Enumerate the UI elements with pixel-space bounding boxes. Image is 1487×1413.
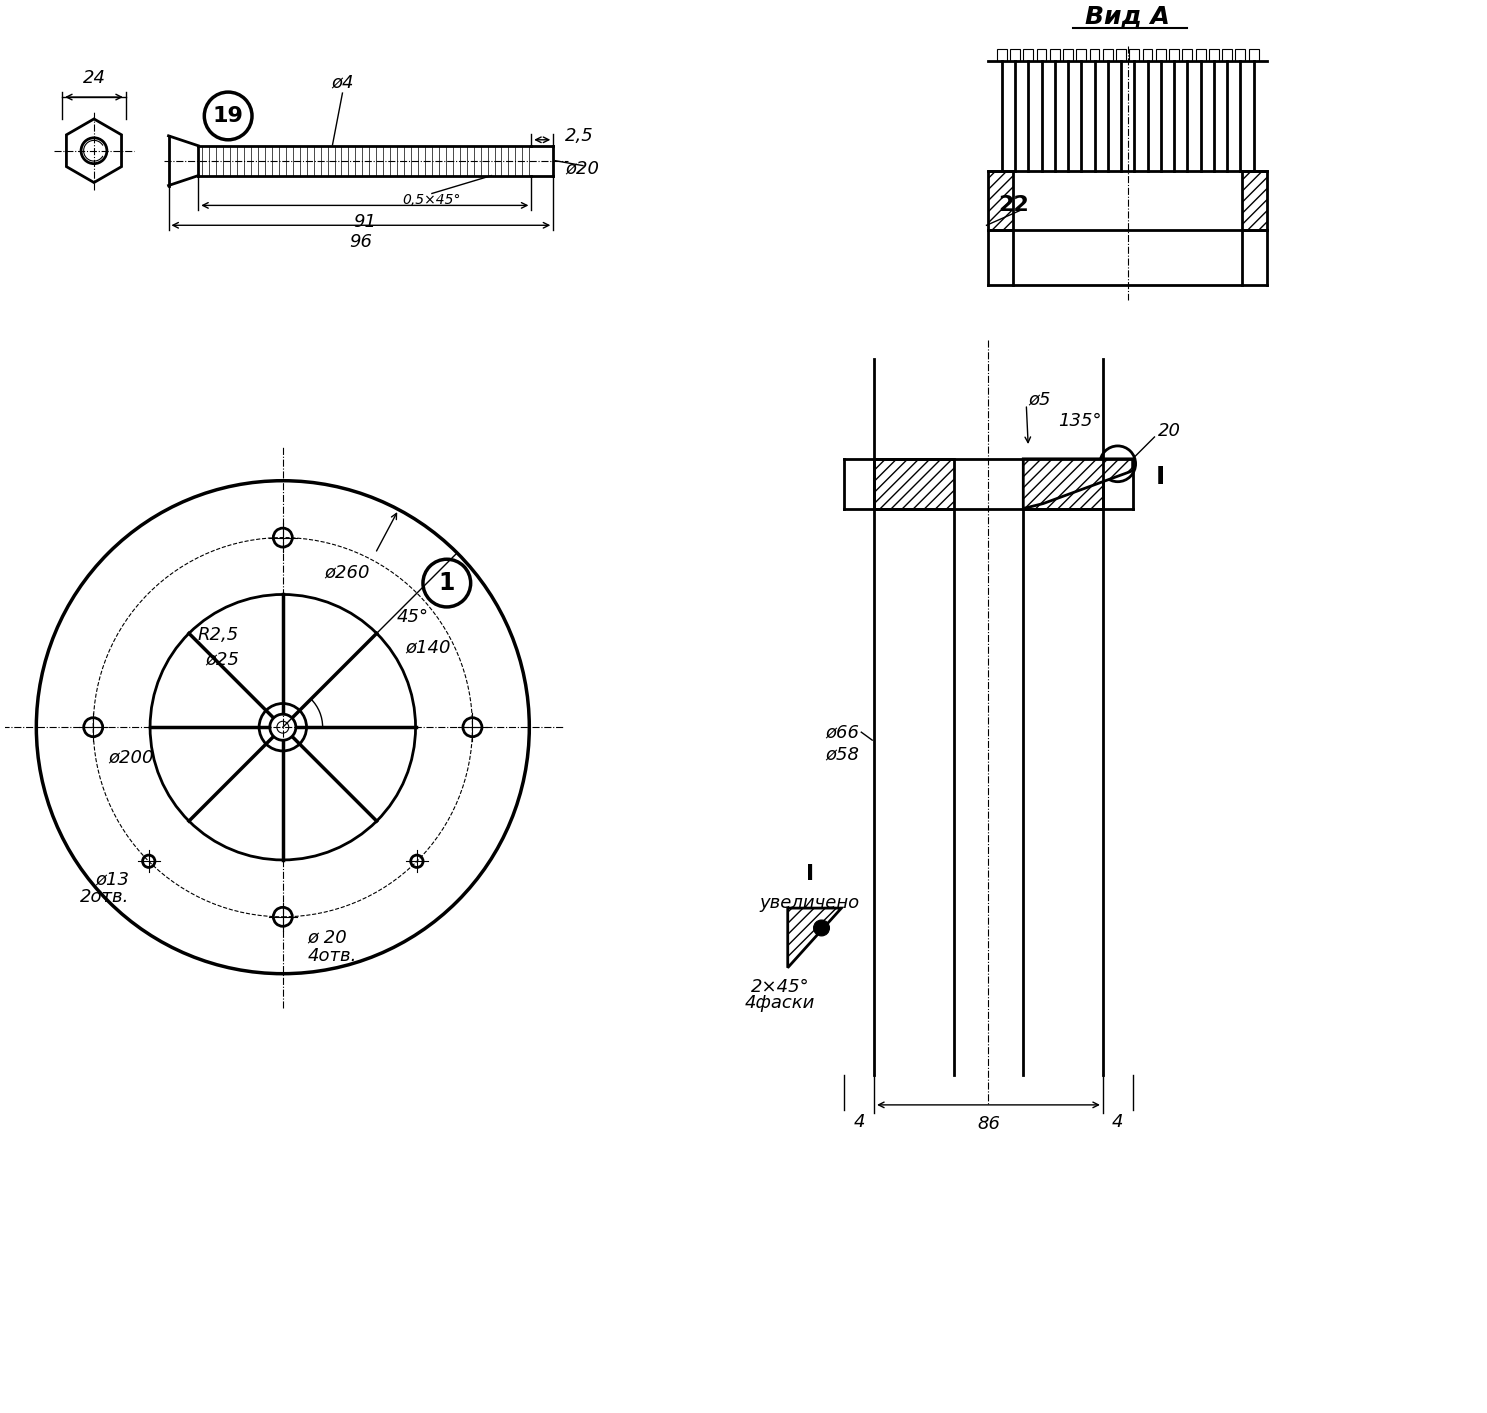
Text: 4: 4: [1112, 1113, 1124, 1130]
Text: 1: 1: [439, 571, 455, 595]
Text: 2,5: 2,5: [565, 127, 593, 144]
Bar: [1090, 49, 1099, 61]
Text: 4фаски: 4фаски: [745, 993, 815, 1012]
Bar: [1129, 49, 1139, 61]
Text: 22: 22: [998, 195, 1029, 215]
Text: I: I: [1155, 465, 1166, 489]
Bar: [1023, 459, 1103, 509]
Text: 24: 24: [82, 69, 106, 88]
Text: 135°: 135°: [1059, 413, 1102, 430]
Bar: [1117, 49, 1126, 61]
Bar: [1236, 49, 1245, 61]
Bar: [1103, 49, 1112, 61]
Polygon shape: [989, 171, 1013, 230]
Bar: [1182, 49, 1193, 61]
Text: увеличено: увеличено: [760, 894, 859, 913]
Text: ø260: ø260: [324, 564, 370, 581]
Text: ø58: ø58: [825, 745, 859, 763]
Text: 96: 96: [349, 233, 372, 252]
Text: ø5: ø5: [1028, 390, 1051, 408]
Bar: [1222, 49, 1233, 61]
Text: 91: 91: [354, 213, 376, 232]
Bar: [996, 49, 1007, 61]
Text: 0,5×45°: 0,5×45°: [403, 194, 461, 208]
Bar: [1036, 49, 1047, 61]
Text: 20: 20: [1157, 422, 1181, 439]
Bar: [874, 459, 953, 509]
Text: ø25: ø25: [205, 651, 239, 668]
Bar: [1063, 49, 1074, 61]
Bar: [1023, 49, 1033, 61]
Circle shape: [813, 920, 830, 935]
Polygon shape: [1023, 459, 1133, 509]
Text: R2,5: R2,5: [198, 626, 239, 644]
Bar: [1142, 49, 1152, 61]
Bar: [1169, 49, 1179, 61]
Text: ø20: ø20: [565, 160, 599, 178]
Bar: [1077, 49, 1086, 61]
Text: ø13: ø13: [95, 870, 129, 889]
Text: I: I: [806, 865, 813, 885]
Polygon shape: [1242, 171, 1267, 230]
Text: 2×45°: 2×45°: [751, 978, 809, 996]
Text: 4: 4: [854, 1113, 865, 1130]
Text: Вид А: Вид А: [1086, 4, 1170, 28]
Bar: [1209, 49, 1219, 61]
Bar: [1249, 49, 1258, 61]
Text: 2отв.: 2отв.: [79, 887, 129, 906]
Text: 45°: 45°: [397, 609, 428, 626]
Bar: [1155, 49, 1166, 61]
Text: ø4: ø4: [332, 73, 354, 90]
Bar: [1196, 49, 1206, 61]
Text: 4отв.: 4отв.: [308, 947, 357, 965]
Text: ø 20: ø 20: [308, 928, 348, 947]
Bar: [1050, 49, 1060, 61]
Text: ø200: ø200: [109, 747, 153, 766]
Polygon shape: [788, 909, 842, 968]
Bar: [1010, 49, 1020, 61]
Text: ø66: ø66: [825, 723, 859, 742]
Text: 86: 86: [977, 1115, 999, 1133]
Text: 19: 19: [213, 106, 244, 126]
Text: ø140: ø140: [404, 639, 451, 657]
